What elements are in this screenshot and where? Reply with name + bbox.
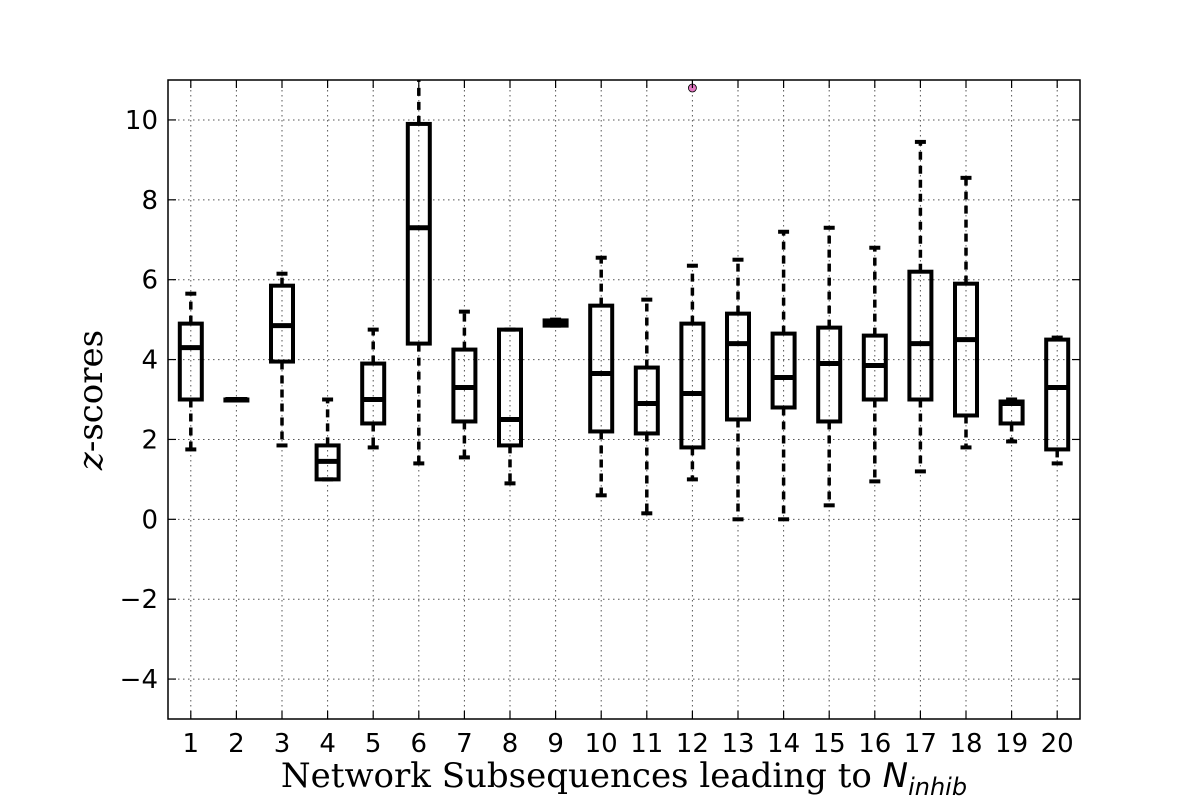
x-tick-label: 5: [365, 729, 382, 759]
x-tick-label: 3: [274, 729, 291, 759]
x-tick-label: 4: [319, 729, 336, 759]
y-axis-label-rest: -scores: [71, 330, 111, 452]
x-tick-label: 9: [547, 729, 564, 759]
x-tick-label: 18: [949, 729, 982, 759]
box-1: [177, 291, 204, 452]
y-axis-label-italic: z: [71, 451, 111, 471]
x-tick-label: 2: [228, 729, 245, 759]
y-tick-label: 10: [125, 106, 158, 136]
box-19: [998, 397, 1025, 444]
box-body: [1044, 337, 1071, 452]
box-body: [360, 361, 387, 426]
box-8: [497, 327, 523, 486]
box-6: [405, 80, 432, 466]
box-9: [542, 317, 569, 328]
y-tick-label: −4: [120, 665, 158, 695]
x-tick-label: 17: [904, 729, 937, 759]
x-tick-label: 11: [630, 729, 663, 759]
box-series: [177, 80, 1071, 522]
box-body: [405, 121, 432, 346]
box-body: [177, 321, 204, 402]
box-body: [679, 321, 706, 450]
box-17: [907, 139, 934, 474]
y-tick-label: 4: [141, 346, 158, 376]
x-tick-label: 6: [411, 729, 428, 759]
y-tick-label: 2: [141, 425, 158, 455]
y-tick-label: 0: [141, 505, 158, 535]
x-axis-label: Network Subsequences leading to Ninhib: [281, 756, 967, 800]
x-tick-label: 16: [858, 729, 891, 759]
box-body: [497, 327, 523, 448]
box-15: [816, 225, 843, 508]
box-body: [588, 303, 615, 434]
x-tick-label: 20: [1041, 729, 1074, 759]
x-axis-label-subscript: inhib: [908, 773, 967, 800]
box-3: [269, 271, 295, 448]
box-13: [725, 257, 751, 522]
x-tick-label: 13: [721, 729, 754, 759]
box-body: [953, 281, 979, 418]
box-7: [451, 309, 478, 460]
box-16: [861, 245, 888, 484]
box-10: [588, 255, 615, 498]
box-body: [725, 311, 751, 422]
x-tick-label: 10: [585, 729, 618, 759]
y-tick-label: −2: [120, 585, 158, 615]
x-tick-label: 14: [767, 729, 800, 759]
box-body: [633, 365, 660, 436]
box-18: [953, 175, 979, 450]
box-2: [223, 397, 250, 403]
x-tick-label: 1: [183, 729, 200, 759]
x-tick-label: 15: [813, 729, 846, 759]
box-body: [907, 269, 934, 402]
x-axis-label-symbol: N: [883, 756, 908, 796]
y-tick-label: 8: [141, 186, 158, 216]
x-tick-label: 7: [456, 729, 473, 759]
box-body: [816, 325, 843, 424]
x-axis-label-prefix: Network Subsequences leading to: [281, 756, 883, 796]
x-tick-label: 19: [995, 729, 1028, 759]
grid-lines: [168, 80, 1080, 719]
box-body: [770, 331, 797, 410]
y-axis-label: z-scores: [71, 330, 111, 471]
box-4: [314, 397, 341, 482]
box-11: [633, 297, 660, 516]
x-tick-label: 12: [676, 729, 709, 759]
box-14: [770, 229, 797, 522]
box-5: [360, 327, 387, 450]
x-tick-label: 8: [502, 729, 519, 759]
y-tick-label: 6: [141, 266, 158, 296]
plot-frame: [167, 79, 1081, 720]
box-20: [1044, 335, 1071, 466]
